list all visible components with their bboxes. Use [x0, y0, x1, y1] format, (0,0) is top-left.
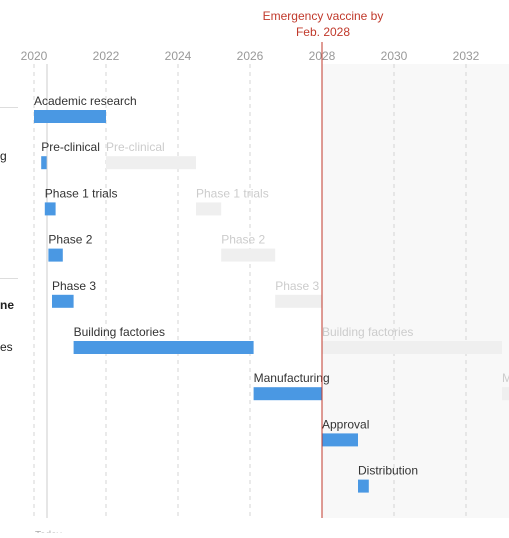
ghost-label-2: Phase 1 trials — [196, 186, 269, 200]
task-bar-1 — [41, 156, 47, 170]
ghost-bar-1 — [106, 156, 196, 170]
ghost-bar-2 — [196, 202, 222, 216]
left-cut-label-1: g — [0, 149, 7, 163]
ghost-bar-4 — [275, 294, 322, 308]
x-tick-label-2032: 2032 — [453, 49, 480, 63]
ghost-bar-6 — [502, 387, 509, 401]
task-bar-3 — [48, 248, 63, 262]
emergency-label-line2: Feb. 2028 — [295, 25, 351, 39]
x-tick-label-2022: 2022 — [93, 49, 120, 63]
x-tick-label-2026: 2026 — [237, 49, 264, 63]
task-bar-7 — [322, 433, 358, 447]
task-bar-5 — [73, 341, 254, 354]
left-cut-label-2: ne — [0, 298, 15, 312]
future-shading — [322, 64, 509, 518]
task-label-6: Manufacturing — [254, 371, 330, 385]
task-label-4: Phase 3 — [52, 279, 96, 293]
task-bar-8 — [358, 479, 369, 493]
emergency-annotation: Emergency vaccine by Feb. 2028 — [248, 8, 398, 40]
task-bar-2 — [44, 202, 56, 216]
task-label-3: Phase 2 — [48, 233, 92, 247]
task-bar-4 — [52, 294, 74, 308]
x-tick-label-2030: 2030 — [381, 49, 408, 63]
ghost-label-1: Pre-clinical — [106, 140, 165, 154]
left-divider-bottom — [0, 278, 18, 279]
ghost-bar-5 — [322, 341, 502, 354]
ghost-label-5: Building factories — [322, 325, 413, 339]
ghost-label-3: Phase 2 — [221, 233, 265, 247]
task-bar-0 — [34, 110, 106, 123]
left-divider-top — [0, 107, 18, 108]
x-tick-label-2020: 2020 — [21, 49, 48, 63]
task-label-8: Distribution — [358, 464, 418, 478]
ghost-label-6: M — [502, 371, 509, 385]
task-label-5: Building factories — [74, 325, 165, 339]
task-label-0: Academic research — [34, 94, 137, 108]
ghost-bar-3 — [221, 248, 276, 262]
left-cut-label-3: es — [0, 340, 13, 354]
task-label-2: Phase 1 trials — [45, 186, 118, 200]
task-label-7: Approval — [322, 417, 369, 431]
ghost-label-4: Phase 3 — [275, 279, 319, 293]
emergency-label-line1: Emergency vaccine by — [262, 9, 384, 23]
task-bar-6 — [253, 387, 322, 401]
task-label-1: Pre-clinical — [41, 140, 100, 154]
x-tick-label-2024: 2024 — [165, 49, 192, 63]
